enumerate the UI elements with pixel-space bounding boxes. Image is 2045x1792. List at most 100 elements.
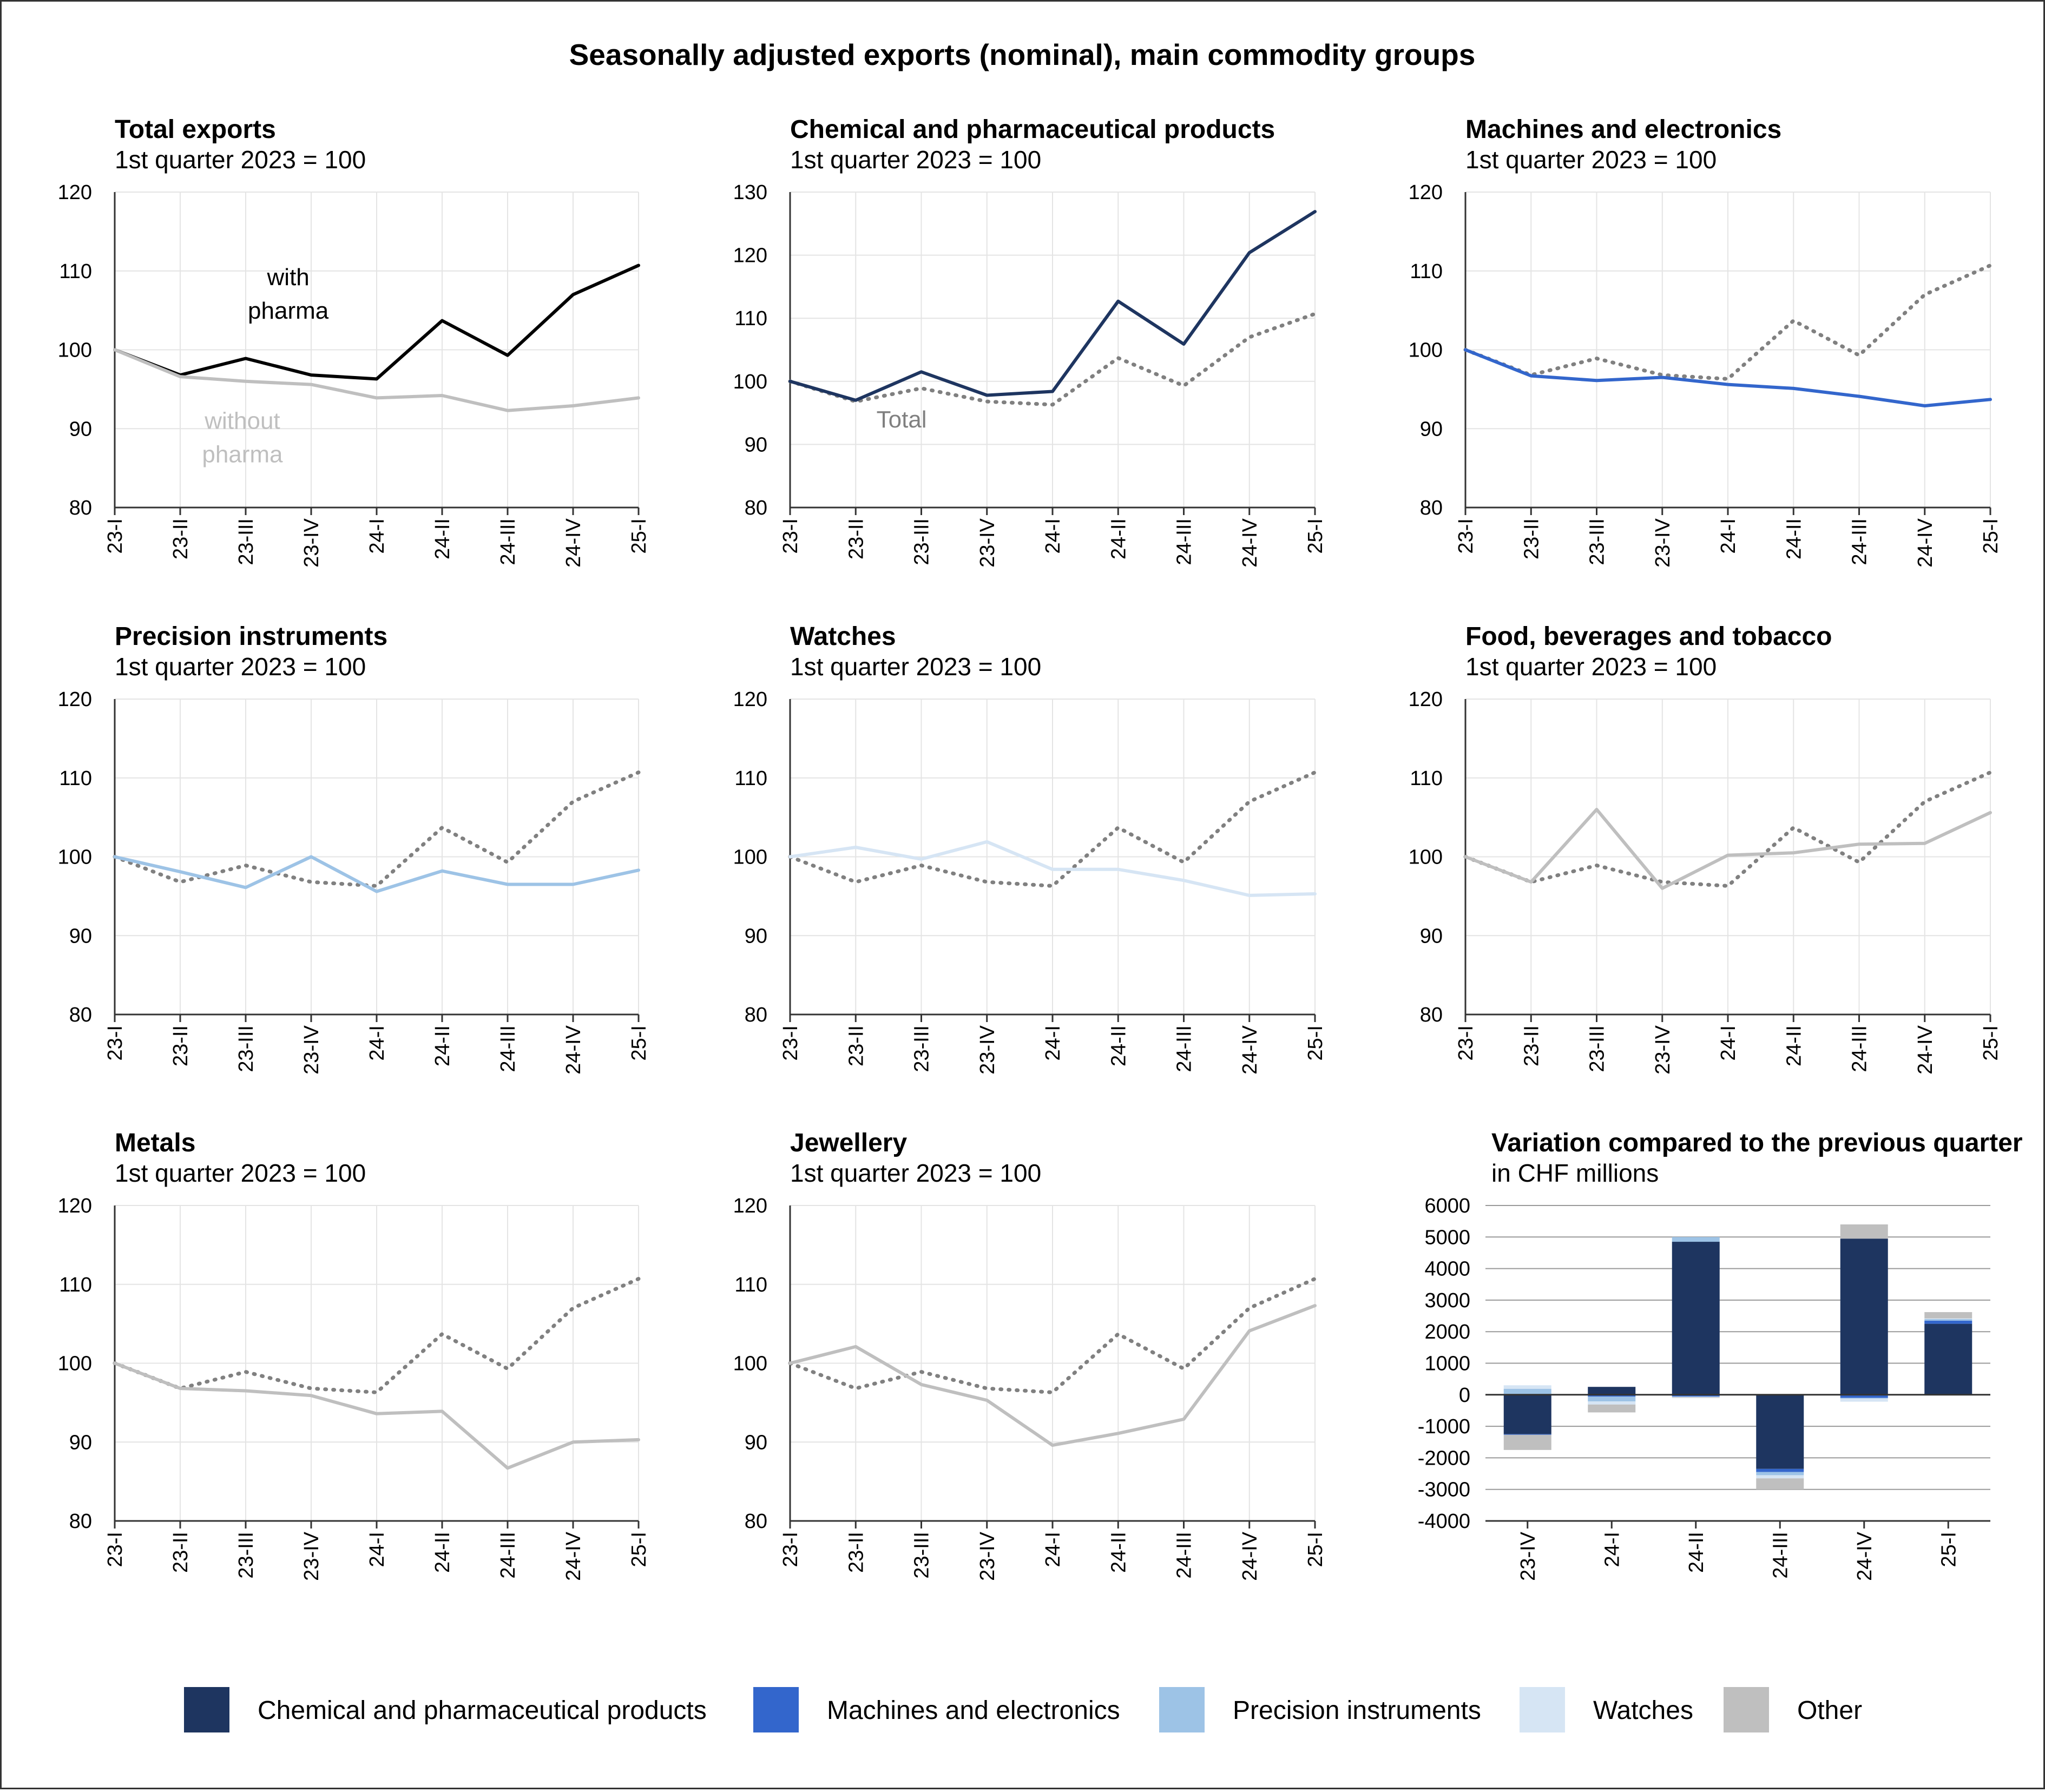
legend-swatch xyxy=(1724,1687,1769,1732)
x-tick-label: 24-IV xyxy=(562,1531,585,1580)
y-tick-label: 120 xyxy=(58,1195,92,1217)
x-tick-label: 24-IV xyxy=(562,518,585,567)
x-tick-label: 24-I xyxy=(1042,518,1064,554)
y-tick-label: 100 xyxy=(1409,846,1443,869)
x-tick-label: 23-I xyxy=(104,1025,127,1060)
bar-segment xyxy=(1756,1395,1804,1469)
bar-segment xyxy=(1924,1321,1972,1324)
y-tick-label: 100 xyxy=(58,1353,92,1375)
y-tick-label: 100 xyxy=(733,371,767,393)
x-tick-label: 24-I xyxy=(1717,518,1740,554)
bar-segment xyxy=(1672,1237,1720,1242)
x-tick-label: 24-IV xyxy=(1914,1025,1937,1074)
y-tick-label: 90 xyxy=(745,1431,767,1454)
x-tick-label: 24-I xyxy=(366,518,389,554)
y-tick-label: 120 xyxy=(733,1195,767,1217)
y-tick-label: 2000 xyxy=(1424,1321,1470,1343)
y-tick-label: 100 xyxy=(733,1353,767,1375)
x-tick-label: 23-III xyxy=(1586,518,1609,565)
bar-segment xyxy=(1672,1397,1720,1398)
x-tick-label: 24-II xyxy=(1685,1532,1708,1573)
annotation-line: pharma xyxy=(202,441,283,467)
legend-swatch xyxy=(1520,1687,1565,1732)
y-tick-label: 90 xyxy=(1420,925,1443,947)
y-tick-label: 80 xyxy=(69,1004,92,1026)
bar-segment xyxy=(1924,1319,1972,1321)
x-tick-label: 24-II xyxy=(1107,1025,1130,1066)
legend-swatch xyxy=(184,1687,229,1732)
x-tick-label: 24-I xyxy=(366,1532,389,1567)
x-tick-label: 23-I xyxy=(104,518,127,554)
y-tick-label: 3000 xyxy=(1424,1289,1470,1312)
y-tick-label: -3000 xyxy=(1418,1479,1470,1501)
x-tick-label: 23-IV xyxy=(976,1531,999,1580)
y-tick-label: 90 xyxy=(69,418,92,440)
bar-segment xyxy=(1588,1405,1635,1413)
y-tick-label: 80 xyxy=(745,1004,767,1026)
x-tick-label: 25-I xyxy=(1304,518,1327,554)
bar-segment xyxy=(1840,1238,1888,1395)
annotation-line: pharma xyxy=(248,298,329,324)
bar-segment xyxy=(1588,1401,1635,1405)
x-tick-label: 25-I xyxy=(1937,1532,1960,1567)
bar-segment xyxy=(1840,1399,1888,1402)
bar-segment xyxy=(1504,1389,1551,1395)
x-tick-label: 24-III xyxy=(497,1025,520,1072)
y-tick-label: -1000 xyxy=(1418,1415,1470,1438)
y-tick-label: 120 xyxy=(733,688,767,711)
panel-title: Variation compared to the previous quart… xyxy=(1491,1129,2023,1157)
x-tick-label: 24-I xyxy=(1042,1025,1064,1060)
x-tick-label: 25-I xyxy=(628,1532,650,1567)
panel-title: Precision instruments xyxy=(115,622,387,651)
legend-label: Machines and electronics xyxy=(827,1696,1120,1725)
y-tick-label: 120 xyxy=(1409,688,1443,711)
x-tick-label: 24-II xyxy=(431,518,454,559)
x-tick-label: 24-I xyxy=(1042,1532,1064,1567)
y-tick-label: 80 xyxy=(69,497,92,519)
y-tick-label: 1000 xyxy=(1424,1353,1470,1375)
bar-segment xyxy=(1504,1434,1551,1435)
x-tick-label: 23-III xyxy=(911,518,933,565)
panel-subtitle: 1st quarter 2023 = 100 xyxy=(1465,146,1717,174)
y-tick-label: 110 xyxy=(59,767,92,790)
y-tick-label: 100 xyxy=(1409,339,1443,362)
x-tick-label: 24-II xyxy=(1783,1025,1805,1066)
y-tick-label: 80 xyxy=(1420,1004,1443,1026)
y-tick-label: 100 xyxy=(733,846,767,869)
x-tick-label: 23-II xyxy=(169,518,192,559)
legend-label: Chemical and pharmaceutical products xyxy=(258,1696,707,1725)
x-tick-label: 24-II xyxy=(1783,518,1805,559)
legend-label: Watches xyxy=(1593,1696,1693,1725)
x-tick-label: 24-I xyxy=(366,1025,389,1060)
x-tick-label: 24-III xyxy=(1849,518,1871,565)
bar-segment xyxy=(1588,1396,1635,1401)
x-tick-label: 23-III xyxy=(235,518,258,565)
bar-segment xyxy=(1840,1224,1888,1238)
x-tick-label: 23-III xyxy=(911,1025,933,1072)
x-tick-label: 23-I xyxy=(1455,1025,1477,1060)
x-tick-label: 23-I xyxy=(104,1532,127,1567)
x-tick-label: 23-II xyxy=(169,1532,192,1573)
bar-segment xyxy=(1756,1475,1804,1478)
x-tick-label: 23-I xyxy=(779,1532,802,1567)
y-tick-label: 5000 xyxy=(1424,1226,1470,1249)
annotation-line: Total xyxy=(877,406,927,433)
x-tick-label: 24-III xyxy=(497,1532,520,1579)
x-tick-label: 25-I xyxy=(1304,1025,1327,1060)
panel-title: Chemical and pharmaceutical products xyxy=(790,115,1275,144)
panel-title: Machines and electronics xyxy=(1465,115,1781,144)
y-tick-label: -2000 xyxy=(1418,1447,1470,1470)
x-tick-label: 24-II xyxy=(1107,1532,1130,1573)
x-tick-label: 24-III xyxy=(1173,518,1196,565)
x-tick-label: 23-I xyxy=(779,518,802,554)
panel-2: Chemical and pharmaceutical products1st … xyxy=(733,115,1327,568)
x-tick-label: 23-IV xyxy=(1652,1025,1674,1074)
y-tick-label: 120 xyxy=(733,245,767,267)
x-tick-label: 25-I xyxy=(1304,1532,1327,1567)
y-tick-label: 110 xyxy=(734,1274,767,1296)
